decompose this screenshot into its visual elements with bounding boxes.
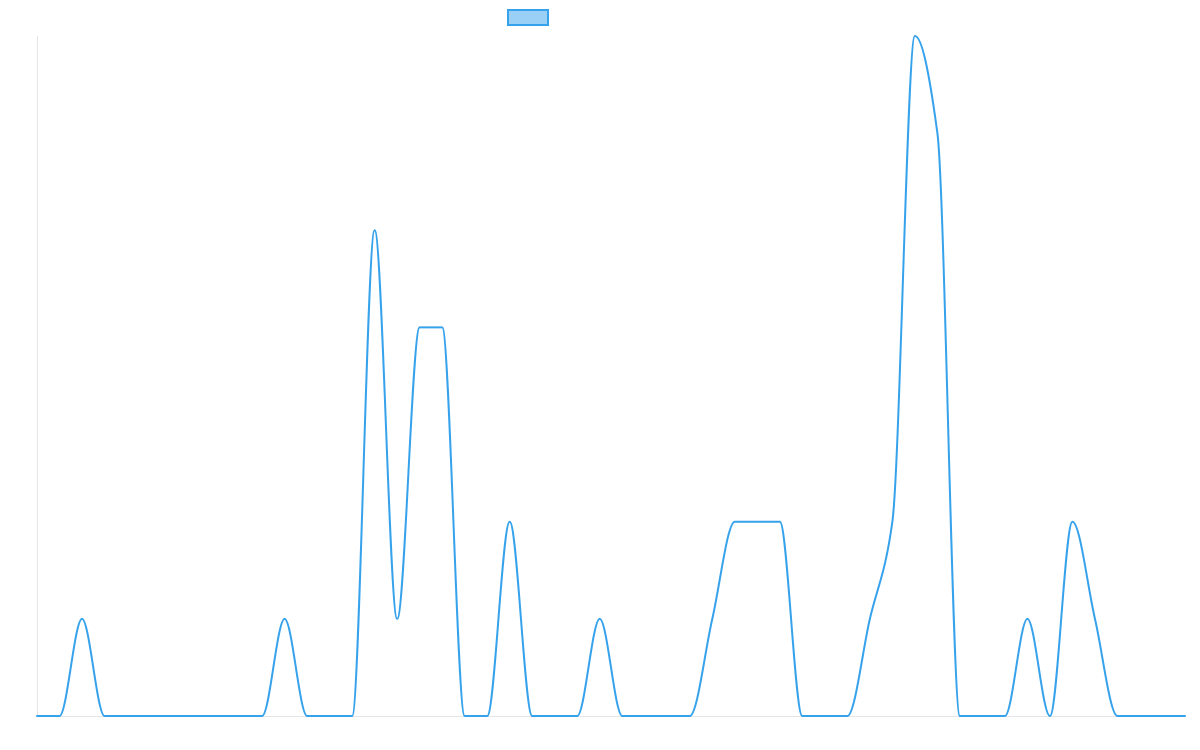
legend-swatch-series[interactable]	[507, 9, 549, 26]
legend	[507, 9, 549, 26]
series-line-0	[36, 35, 1186, 717]
series-layer	[36, 35, 1186, 717]
